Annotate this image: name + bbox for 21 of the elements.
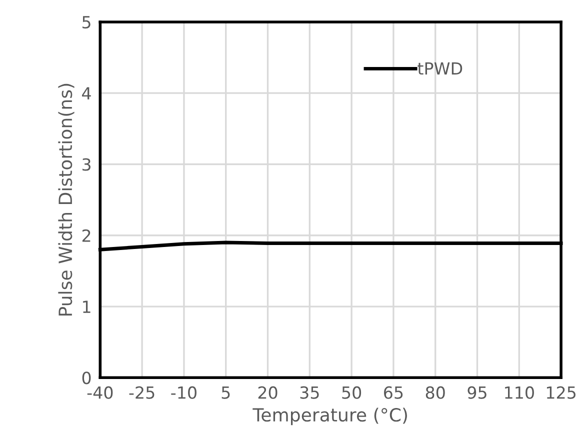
x-tick-label: -10 — [171, 386, 196, 399]
x-tick-label: -25 — [129, 386, 154, 399]
x-axis-title: Temperature (°C) — [252, 408, 407, 426]
x-tick-label: 65 — [384, 386, 403, 399]
x-tick-label: 5 — [222, 386, 230, 399]
x-tick-label: 110 — [505, 386, 534, 399]
x-tick-label: 125 — [546, 386, 576, 399]
y-axis-title: Pulse Width Distortion(ns) — [58, 84, 74, 316]
y-tick-label: 2 — [82, 229, 90, 242]
x-tick-label: 95 — [468, 386, 486, 399]
x-tick-label: 20 — [258, 386, 278, 399]
y-tick-label: 5 — [82, 16, 90, 29]
legend-label: tPWD — [418, 62, 462, 75]
x-tick-label: -40 — [87, 386, 113, 399]
x-tick-label: 35 — [300, 386, 319, 399]
y-tick-label: 1 — [83, 300, 90, 313]
y-tick-label: 4 — [82, 87, 91, 100]
y-tick-label: 0 — [82, 372, 91, 384]
y-tick-label: 3 — [82, 158, 90, 171]
x-tick-label: 80 — [426, 386, 445, 399]
x-tick-label: 50 — [342, 386, 362, 399]
